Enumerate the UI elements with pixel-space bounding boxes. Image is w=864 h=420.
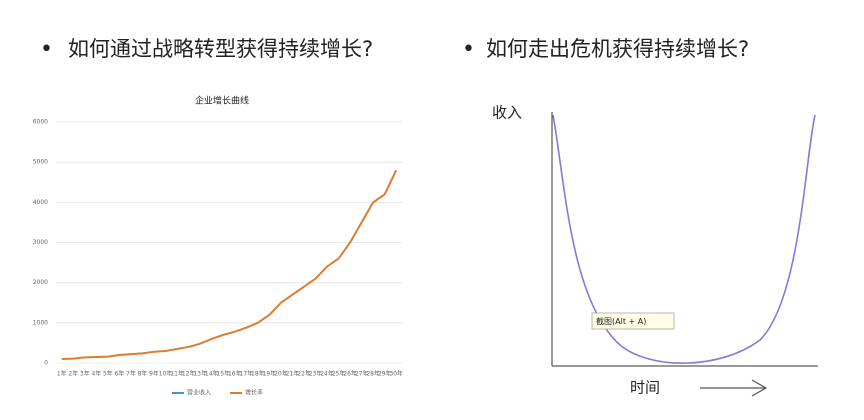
tooltip: [591, 312, 675, 330]
x-tick-label: 10年: [159, 370, 173, 378]
u-diagram: 收入 时间 截图(Alt + A): [492, 104, 818, 397]
x-tick-label: 22年: [297, 370, 311, 378]
x-tick-label: 15年: [216, 370, 230, 378]
x-tick-label: 11年: [170, 370, 184, 378]
x-tick-label: 26年: [343, 370, 357, 378]
bullet-text: 如何通过战略转型获得持续增长?: [68, 37, 373, 61]
x-tick-label: 25年: [332, 370, 346, 378]
bullet-dot: •: [40, 37, 53, 62]
bullet-text: 如何走出危机获得持续增长?: [486, 37, 749, 61]
u-curve: [552, 114, 816, 364]
arrow-head: [751, 379, 768, 397]
x-tick-label: 14年: [205, 370, 219, 378]
legend-label: 营业收入: [187, 389, 211, 397]
tooltip-text: 截图(Alt + A): [596, 316, 646, 326]
x-tick-label: 12年: [182, 370, 196, 378]
x-tick-label: 5年: [103, 370, 113, 378]
x-tick-label: 8年: [138, 370, 148, 378]
y-tick-label: 6000: [33, 119, 48, 126]
x-tick-label: 13年: [193, 370, 207, 378]
x-tick-label: 19年: [263, 370, 277, 378]
x-tick-label: 24年: [320, 370, 334, 378]
y-label: 收入: [492, 104, 522, 122]
y-tick-label: 0: [44, 360, 48, 367]
y-tick-label: 3000: [33, 239, 48, 246]
y-tick-label: 5000: [33, 159, 48, 166]
x-tick-label: 6年: [115, 370, 125, 378]
x-tick-label: 18年: [251, 370, 265, 378]
y-tick-label: 4000: [33, 199, 48, 206]
y-tick-label: 2000: [33, 279, 48, 286]
x-tick-label: 17年: [239, 370, 253, 378]
x-tick-label: 4年: [91, 370, 101, 378]
x-tick-label: 2年: [68, 370, 78, 378]
x-tick-label: 28年: [366, 370, 380, 378]
y-tick-label: 1000: [33, 319, 48, 326]
x-tick-label: 3年: [80, 370, 90, 378]
x-tick-label: 29年: [378, 370, 392, 378]
x-tick-label: 30年: [389, 370, 403, 378]
line-series: [61, 169, 398, 360]
x-tick-label: 7年: [126, 370, 136, 378]
x-tick-label: 21年: [286, 370, 300, 378]
x-tick-label: 1年: [57, 370, 67, 378]
x-label: 时间: [630, 379, 660, 397]
x-tick-label: 23年: [309, 370, 323, 378]
legend-label: 增长率: [245, 389, 263, 397]
chart-title: 企业增长曲线: [195, 95, 249, 107]
bullet-dot: •: [462, 37, 475, 62]
x-tick-label: 20年: [274, 370, 288, 378]
x-tick-label: 16年: [228, 370, 242, 378]
x-tick-label: 27年: [355, 370, 369, 378]
x-tick-label: 9年: [149, 370, 159, 378]
